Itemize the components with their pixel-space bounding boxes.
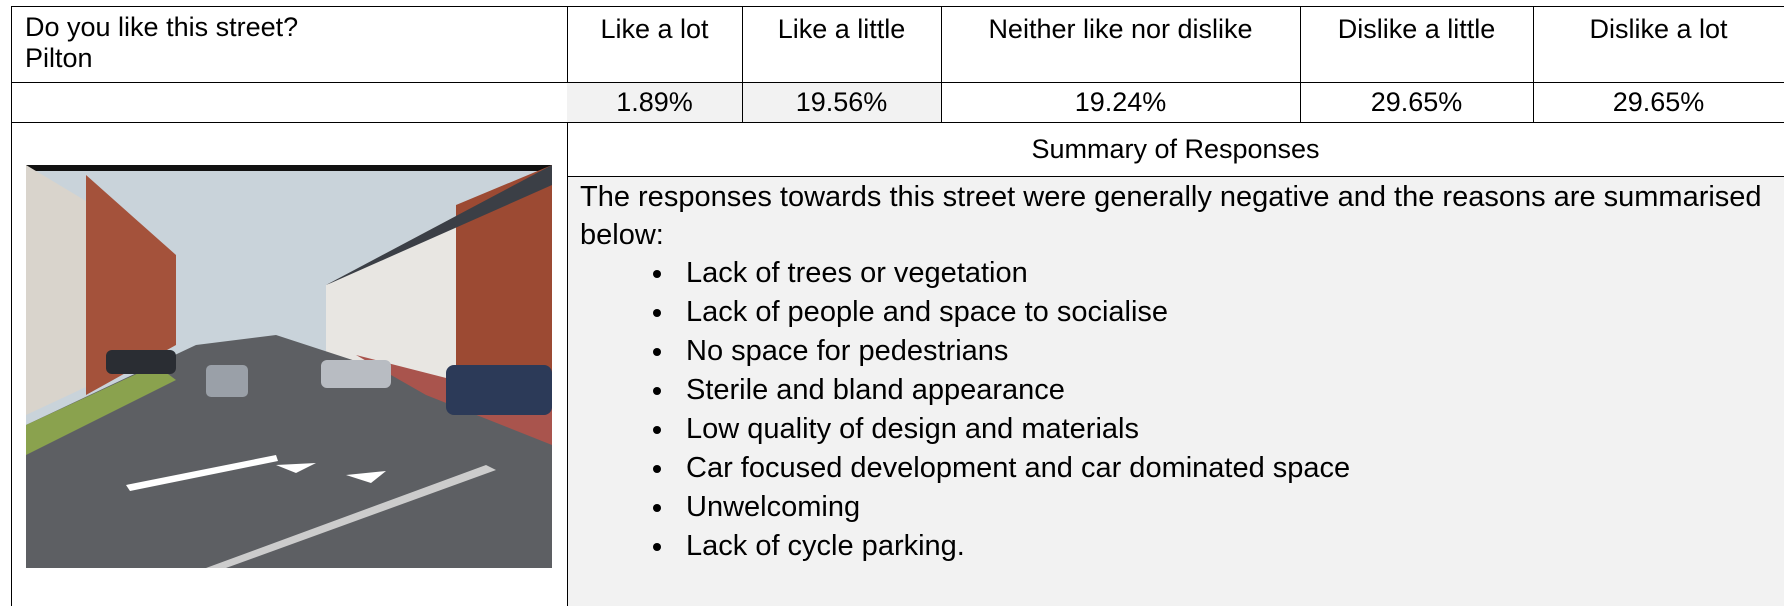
option-header: Like a little (742, 6, 941, 82)
summary-text: The responses towards this street were g… (580, 178, 1770, 566)
reason: Lack of trees or vegetation (676, 254, 1770, 293)
rule (11, 6, 12, 606)
rule (1300, 6, 1301, 122)
location: Pilton (25, 43, 567, 74)
summary-title: Summary of Responses (567, 122, 1784, 176)
percentage: 29.65% (1533, 83, 1784, 122)
reason: Car focused development and car dominate… (676, 449, 1770, 488)
option-header: Neither like nor dislike (941, 6, 1300, 82)
street-photo (26, 165, 552, 568)
reason: Low quality of design and materials (676, 410, 1770, 449)
rule (941, 6, 942, 122)
percentage: 19.24% (941, 83, 1300, 122)
percentage: 19.56% (742, 83, 941, 122)
option-header: Dislike a little (1300, 6, 1533, 82)
reason: Sterile and bland appearance (676, 371, 1770, 410)
rule (1533, 6, 1534, 122)
option-header: Dislike a lot (1533, 6, 1784, 82)
question-cell: Do you like this street? Pilton (11, 6, 567, 82)
reason: Lack of cycle parking. (676, 527, 1770, 566)
rule (11, 122, 1784, 123)
summary-intro: The responses towards this street were g… (580, 178, 1770, 254)
reason-list: Lack of trees or vegetationLack of peopl… (580, 254, 1770, 566)
percentage: 1.89% (567, 83, 742, 122)
reason: No space for pedestrians (676, 332, 1770, 371)
reason: Unwelcoming (676, 488, 1770, 527)
percentage: 29.65% (1300, 83, 1533, 122)
option-header: Like a lot (567, 6, 742, 82)
question: Do you like this street? (25, 12, 567, 43)
rule (742, 6, 743, 122)
rule (567, 176, 1784, 177)
page: Do you like this street? Pilton Summary … (0, 0, 1784, 606)
reason: Lack of people and space to socialise (676, 293, 1770, 332)
